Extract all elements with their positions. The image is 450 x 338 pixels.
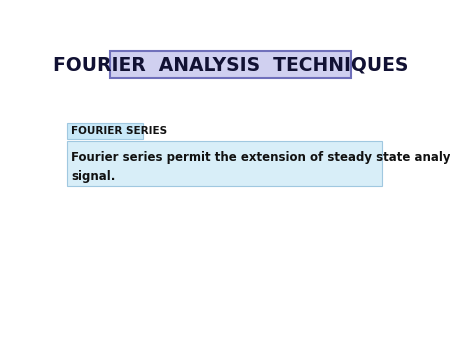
FancyBboxPatch shape — [110, 51, 351, 78]
Text: FOURIER  ANALYSIS  TECHNIQUES: FOURIER ANALYSIS TECHNIQUES — [53, 55, 408, 74]
FancyBboxPatch shape — [67, 123, 144, 140]
FancyBboxPatch shape — [67, 141, 382, 186]
Text: FOURIER SERIES: FOURIER SERIES — [71, 126, 167, 136]
Text: Fourier series permit the extension of steady state analysis to general periodic: Fourier series permit the extension of s… — [71, 151, 450, 183]
